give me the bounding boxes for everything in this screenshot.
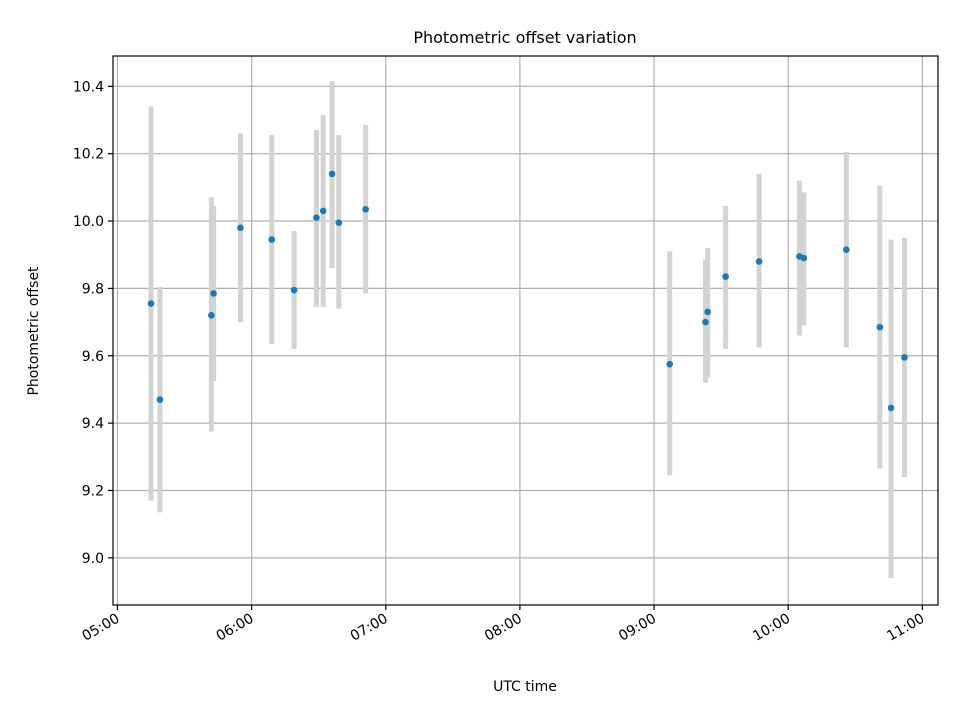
- y-tick-label: 9.6: [82, 349, 104, 365]
- data-point: [876, 323, 884, 331]
- data-point: [237, 224, 244, 232]
- data-point: [722, 273, 729, 280]
- y-tick-label: 9.2: [82, 483, 104, 499]
- data-point: [290, 286, 298, 294]
- y-tick-label: 9.8: [82, 281, 104, 297]
- plot-frame: [112, 55, 939, 606]
- data-point: [800, 254, 808, 262]
- y-tick-label: 10.4: [73, 79, 104, 95]
- data-point: [362, 205, 369, 213]
- data-point: [319, 207, 327, 215]
- data-point: [313, 214, 320, 221]
- y-tick-label: 9.4: [82, 416, 104, 432]
- data-point: [156, 396, 164, 403]
- data-point: [666, 360, 674, 368]
- data-point: [704, 308, 712, 316]
- chart-title: Photometric offset variation: [413, 28, 636, 47]
- data-point: [328, 170, 336, 178]
- x-axis-label: UTC time: [493, 679, 557, 695]
- data-point: [901, 354, 908, 361]
- data-point: [210, 290, 217, 297]
- data-point: [147, 300, 155, 307]
- point-layer: [147, 170, 908, 412]
- data-point: [208, 312, 215, 319]
- data-point: [702, 318, 709, 326]
- y-tick-label: 10.0: [73, 214, 104, 230]
- data-point: [335, 219, 343, 227]
- data-point: [887, 404, 895, 412]
- y-tick-label: 10.2: [73, 147, 104, 163]
- data-point: [268, 236, 276, 243]
- data-point: [843, 246, 850, 253]
- data-point: [755, 258, 763, 265]
- y-axis-label: Photometric offset: [26, 266, 42, 396]
- y-tick-label: 9.0: [82, 551, 104, 567]
